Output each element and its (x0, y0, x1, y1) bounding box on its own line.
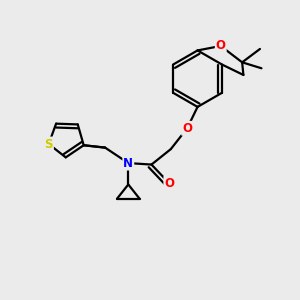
Text: O: O (216, 40, 226, 52)
Text: O: O (182, 122, 192, 135)
Text: O: O (164, 177, 174, 190)
Text: N: N (123, 157, 133, 169)
Text: S: S (44, 137, 53, 151)
